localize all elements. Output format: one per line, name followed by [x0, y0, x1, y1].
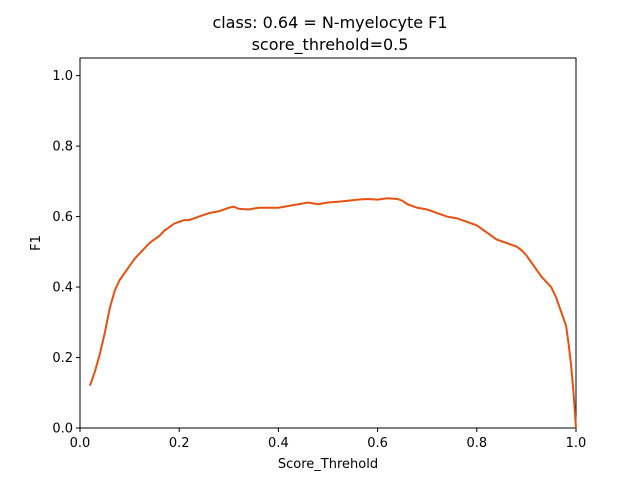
x-tick-label: 0.0 [70, 436, 91, 451]
y-axis-label: F1 [29, 235, 44, 251]
chart-title: class: 0.64 = N-myelocyte F1 [212, 13, 447, 32]
x-tick-label: 0.2 [169, 436, 190, 451]
x-axis-label: Score_Threhold [278, 457, 378, 472]
chart-subtitle: score_threhold=0.5 [252, 35, 409, 55]
y-tick-label: 1.0 [52, 69, 73, 84]
f1-series-line [88, 197, 577, 429]
y-tick-label: 0.6 [52, 210, 73, 225]
y-axis-ticks: 0.0 0.2 0.4 0.6 0.8 1.0 [52, 69, 80, 437]
x-tick-label: 0.6 [367, 436, 388, 451]
y-tick-label: 0.2 [52, 351, 73, 366]
y-tick-label: 0.4 [52, 281, 73, 296]
x-tick-label: 0.8 [466, 436, 487, 451]
y-tick-label: 0.8 [52, 140, 73, 155]
x-tick-label: 1.0 [566, 436, 587, 451]
x-tick-label: 0.4 [268, 436, 289, 451]
y-tick-label: 0.0 [52, 422, 73, 437]
x-axis-ticks: 0.0 0.2 0.4 0.6 0.8 1.0 [70, 428, 587, 451]
plot-area [79, 57, 577, 429]
